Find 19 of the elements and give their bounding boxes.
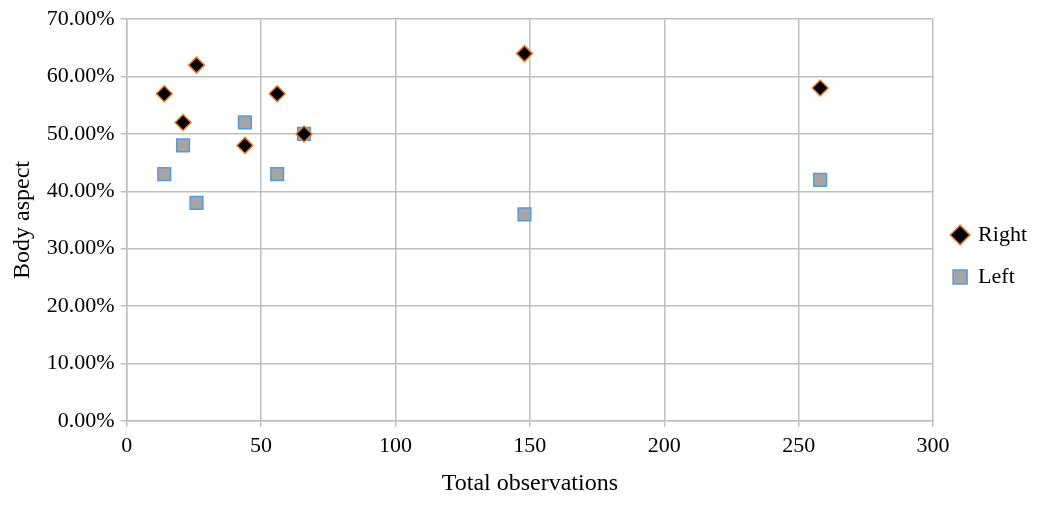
y-tick-label: 60.00% <box>46 62 115 88</box>
y-tick-label: 70.00% <box>46 4 115 30</box>
y-tick-label: 50.00% <box>46 119 115 145</box>
x-tick-label: 0 <box>121 431 133 457</box>
x-tick-label: 250 <box>782 431 816 457</box>
y-tick-label: 0.00% <box>57 406 115 432</box>
x-tick-label: 100 <box>378 431 412 457</box>
y-tick-label: 20.00% <box>46 291 115 317</box>
y-tick-label: 30.00% <box>46 234 115 260</box>
legend-label: Right <box>978 220 1028 246</box>
legend-label: Left <box>978 262 1015 288</box>
y-axis-title: Body aspect <box>7 160 34 279</box>
x-tick-label: 300 <box>916 431 950 457</box>
x-tick-label: 150 <box>513 431 547 457</box>
x-tick-label: 200 <box>647 431 681 457</box>
y-tick-label: 10.00% <box>46 349 115 375</box>
y-tick-label: 40.00% <box>46 177 115 203</box>
x-tick-label: 50 <box>250 431 273 457</box>
x-axis-title: Total observations <box>441 468 619 495</box>
